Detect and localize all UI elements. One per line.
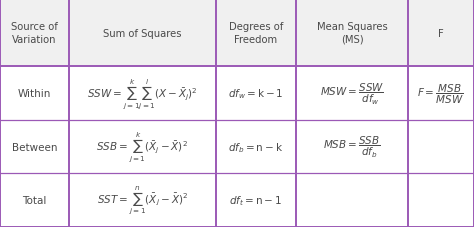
Text: $df_w = \mathrm{k} - 1$: $df_w = \mathrm{k} - 1$	[228, 87, 284, 101]
Text: $MSW = \dfrac{SSW}{df_w}$: $MSW = \dfrac{SSW}{df_w}$	[320, 81, 384, 106]
Bar	[0, 0, 69, 67]
Bar	[69, 174, 216, 227]
Text: Between: Between	[12, 142, 57, 152]
Bar	[69, 67, 216, 120]
Bar	[408, 0, 474, 67]
Text: $MSB = \dfrac{SSB}{df_b}$: $MSB = \dfrac{SSB}{df_b}$	[323, 135, 381, 159]
Text: Mean Squares
(MS): Mean Squares (MS)	[317, 22, 387, 45]
Bar	[216, 67, 296, 120]
Text: $df_b = \mathrm{n} - \mathrm{k}$: $df_b = \mathrm{n} - \mathrm{k}$	[228, 140, 283, 154]
Bar	[0, 120, 69, 174]
Bar	[408, 120, 474, 174]
Text: $SST = \sum_{j=1}^{n}(\bar{X}_j - \bar{X})^2$: $SST = \sum_{j=1}^{n}(\bar{X}_j - \bar{X…	[97, 184, 188, 216]
Bar	[296, 67, 408, 120]
Bar	[296, 174, 408, 227]
Text: Within: Within	[18, 89, 51, 99]
Bar	[216, 174, 296, 227]
Bar	[0, 67, 69, 120]
Bar	[0, 174, 69, 227]
Bar	[69, 120, 216, 174]
Bar	[216, 0, 296, 67]
Text: Sum of Squares: Sum of Squares	[103, 29, 182, 38]
Bar	[296, 0, 408, 67]
Text: $df_t = \mathrm{n} - 1$: $df_t = \mathrm{n} - 1$	[229, 193, 283, 207]
Bar	[296, 120, 408, 174]
Text: Total: Total	[22, 195, 46, 205]
Text: Source of
Variation: Source of Variation	[11, 22, 58, 45]
Bar	[408, 67, 474, 120]
Bar	[69, 0, 216, 67]
Text: $SSB = \sum_{j=1}^{k}(\bar{X}_j - \bar{X})^2$: $SSB = \sum_{j=1}^{k}(\bar{X}_j - \bar{X…	[96, 130, 188, 164]
Text: F: F	[438, 29, 444, 38]
Text: Degrees of
Freedom: Degrees of Freedom	[229, 22, 283, 45]
Bar	[216, 120, 296, 174]
Text: $F = \dfrac{MSB}{MSW}$: $F = \dfrac{MSB}{MSW}$	[418, 82, 464, 105]
Bar	[408, 174, 474, 227]
Text: $SSW = \sum_{j=1}^{k}\sum_{j=1}^{l}(X-\bar{X}_j)^2$: $SSW = \sum_{j=1}^{k}\sum_{j=1}^{l}(X-\b…	[87, 77, 198, 110]
